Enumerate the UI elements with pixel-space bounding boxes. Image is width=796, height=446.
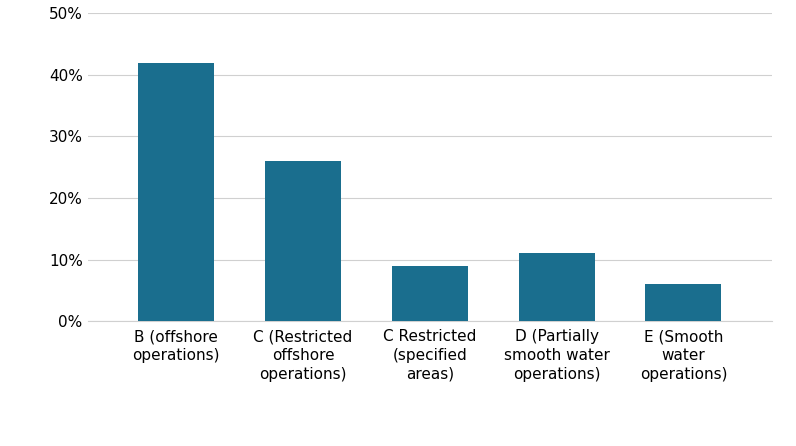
Bar xyxy=(646,284,721,321)
Bar xyxy=(139,62,214,321)
Bar xyxy=(265,161,341,321)
Bar xyxy=(518,253,595,321)
Bar xyxy=(392,266,468,321)
